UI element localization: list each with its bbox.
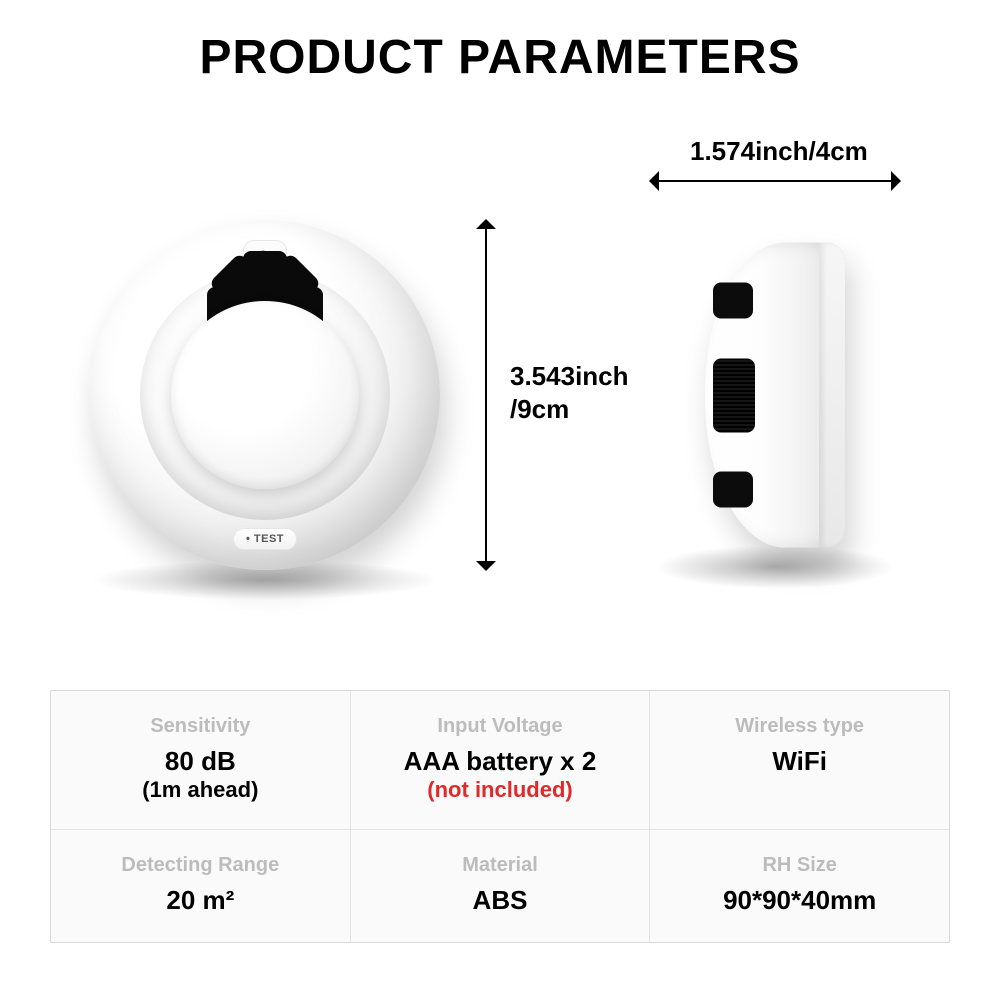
spec-value: 90*90*40mm <box>662 885 937 916</box>
spec-label: Sensitivity <box>63 715 338 738</box>
spec-value: WiFi <box>662 746 937 777</box>
spec-label: Detecting Range <box>63 854 338 877</box>
spec-value: 80 dB <box>63 746 338 777</box>
page-title: PRODUCT PARAMETERS <box>0 30 1000 85</box>
figure-area: 3.543inch /9cm 1.574inch/4cm ⏦ • TEST <box>0 130 1000 640</box>
table-row: Sensitivity 80 dB (1m ahead) Input Volta… <box>51 691 949 829</box>
page: PRODUCT PARAMETERS 3.543inch /9cm 1.574i… <box>0 0 1000 1000</box>
spec-label: RH Size <box>662 854 937 877</box>
spec-label: Material <box>363 854 638 877</box>
side-grille <box>713 358 755 432</box>
height-line-2: /9cm <box>510 394 569 424</box>
height-dimension-label: 3.543inch /9cm <box>510 360 629 425</box>
spec-cell-size: RH Size 90*90*40mm <box>650 829 949 942</box>
width-dimension-label: 1.574inch/4cm <box>690 135 868 168</box>
side-slit <box>713 283 753 319</box>
spec-value: ABS <box>363 885 638 916</box>
device-cap <box>171 301 359 489</box>
spec-table: Sensitivity 80 dB (1m ahead) Input Volta… <box>50 690 950 943</box>
side-slit <box>713 472 753 508</box>
device-side-body <box>705 243 845 548</box>
spec-label: Input Voltage <box>363 715 638 738</box>
table-row: Detecting Range 20 m² Material ABS RH Si… <box>51 829 949 942</box>
spec-value: 20 m² <box>63 885 338 916</box>
spec-cell-wireless: Wireless type WiFi <box>650 691 949 829</box>
height-line-1: 3.543inch <box>510 361 629 391</box>
spec-label: Wireless type <box>662 715 937 738</box>
height-dimension-arrow <box>485 225 487 565</box>
spec-cell-sensitivity: Sensitivity 80 dB (1m ahead) <box>51 691 351 829</box>
spec-cell-input-voltage: Input Voltage AAA battery x 2 (not inclu… <box>351 691 651 829</box>
spec-cell-range: Detecting Range 20 m² <box>51 829 351 942</box>
width-dimension-arrow <box>655 180 895 182</box>
spec-value: AAA battery x 2 <box>363 746 638 777</box>
device-front-view: ⏦ • TEST <box>90 220 440 570</box>
spec-sub: (1m ahead) <box>63 777 338 803</box>
spec-note: (not included) <box>363 777 638 803</box>
spec-cell-material: Material ABS <box>351 829 651 942</box>
test-button-label: • TEST <box>233 528 297 550</box>
device-side-view <box>655 220 895 570</box>
